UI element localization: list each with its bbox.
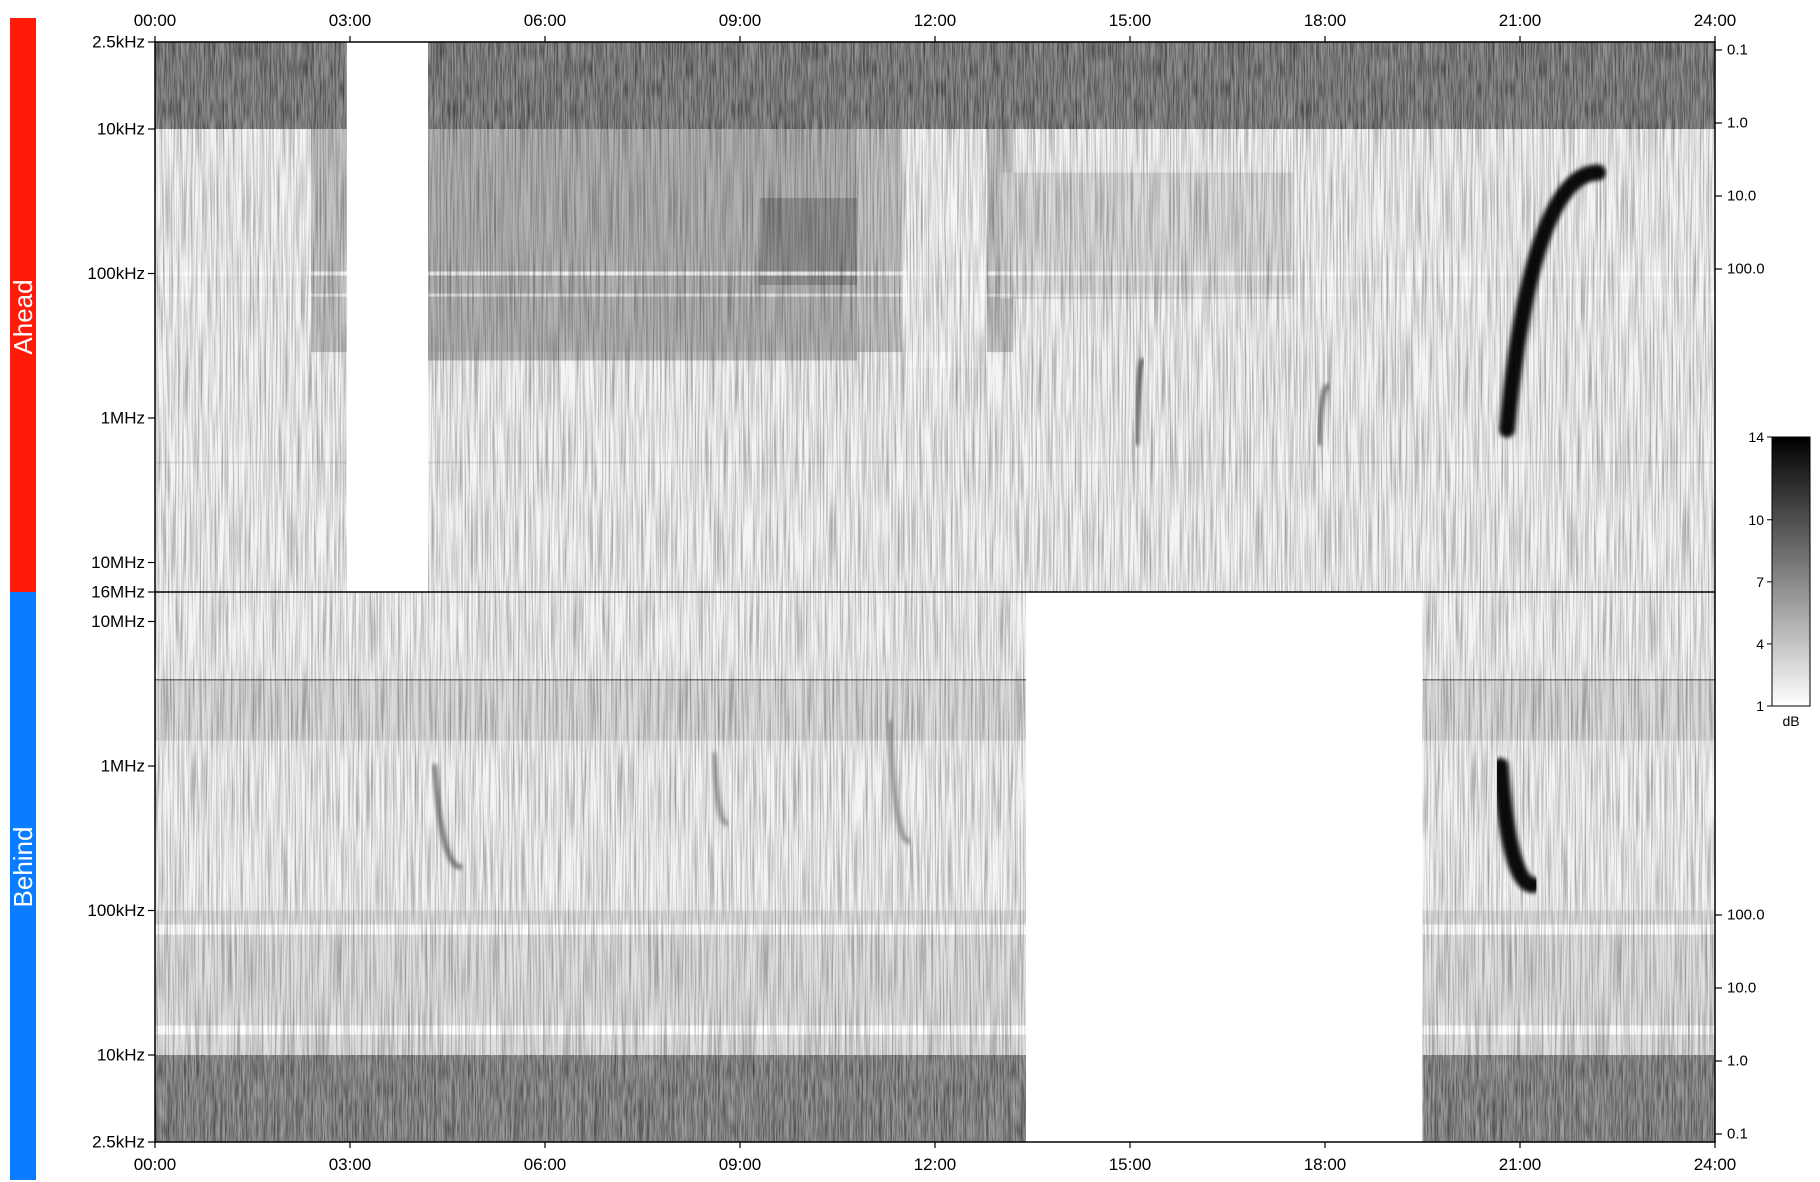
panel-label-behind: Behind [8, 827, 38, 908]
colorbar-unit: dB [1782, 713, 1799, 729]
time-tick-label-bottom: 06:00 [524, 1155, 567, 1174]
time-tick-label-top: 18:00 [1304, 11, 1347, 30]
axes: 00:00 00:00 03:00 03:00 06:00 06:00 09:00 09:00… [87, 11, 1764, 1174]
time-tick-label-top: 15:00 [1109, 11, 1152, 30]
burst-type-III-2 [711, 752, 730, 827]
burst-strong-type-III-0 [1499, 164, 1606, 438]
freq-tick-label: 10kHz [97, 1046, 145, 1065]
time-tick-label-bottom: 00:00 [134, 1155, 177, 1174]
time-tick-label-top: 24:00 [1694, 11, 1737, 30]
spectrogram-image [155, 42, 1715, 1142]
panel-behind [155, 592, 1715, 1142]
panel-side-labels: Ahead Behind [8, 18, 38, 1180]
colorbar: 14 10 7 4 1 dB [1748, 429, 1811, 729]
right-tick-label: 10.0 [1727, 188, 1756, 205]
time-tick-label-top: 06:00 [524, 11, 567, 30]
freq-tick-label: 1MHz [101, 756, 145, 775]
time-tick-label-bottom: 15:00 [1109, 1155, 1152, 1174]
time-tick-label-bottom: 09:00 [719, 1155, 762, 1174]
time-tick-label-top: 09:00 [719, 11, 762, 30]
right-tick-label: 1.0 [1727, 115, 1748, 132]
colorbar-tick-label: 7 [1756, 574, 1764, 590]
colorbar-tick-label: 4 [1756, 636, 1764, 652]
time-tick-label-bottom: 12:00 [914, 1155, 957, 1174]
panel-label-ahead: Ahead [8, 279, 38, 354]
burst-type-III-1 [432, 763, 463, 870]
colorbar-tick-label: 14 [1748, 429, 1764, 445]
freq-tick-label: 16MHz [91, 583, 145, 602]
time-tick-label-top: 00:00 [134, 11, 177, 30]
freq-tick-label: 100kHz [87, 901, 145, 920]
freq-tick-label: 100kHz [87, 264, 145, 283]
freq-tick-label: 2.5kHz [92, 1133, 145, 1152]
panel-ahead [155, 42, 1715, 592]
burst-strong-type-III-0 [1492, 757, 1541, 894]
burst-type-III-1 [1134, 357, 1146, 446]
time-tick-label-bottom: 03:00 [329, 1155, 372, 1174]
time-tick-label-bottom: 21:00 [1499, 1155, 1542, 1174]
right-tick-label: 10.0 [1727, 980, 1756, 997]
freq-tick-label: 10MHz [91, 612, 145, 631]
noise-texture [155, 592, 1715, 1142]
data-gap-0 [346, 42, 428, 592]
burst-type-III-3 [887, 719, 912, 845]
colorbar-tick-label: 10 [1748, 512, 1764, 528]
time-tick-label-top: 21:00 [1499, 11, 1542, 30]
colorbar-tick-label: 1 [1756, 698, 1764, 714]
right-tick-label: 100.0 [1727, 261, 1765, 278]
freq-tick-label: 1MHz [101, 409, 145, 428]
time-tick-label-bottom: 24:00 [1694, 1155, 1737, 1174]
freq-tick-label: 10kHz [97, 119, 145, 138]
right-tick-label: 0.1 [1727, 42, 1748, 59]
panel-color-bar-behind [10, 592, 36, 1180]
noise-texture-low [155, 1055, 1715, 1142]
time-tick-label-bottom: 18:00 [1304, 1155, 1347, 1174]
right-tick-label: 1.0 [1727, 1053, 1748, 1070]
colorbar-gradient [1771, 436, 1811, 707]
time-tick-label-top: 03:00 [329, 11, 372, 30]
right-tick-label: 100.0 [1727, 907, 1765, 924]
burst-type-III-2 [1316, 383, 1331, 446]
freq-tick-label: 2.5kHz [92, 33, 145, 52]
time-tick-label-top: 12:00 [914, 11, 957, 30]
freq-tick-label: 10MHz [91, 553, 145, 572]
panel-color-bar-ahead [10, 18, 36, 592]
data-gap-0 [1026, 592, 1423, 1142]
right-tick-label: 0.1 [1727, 1126, 1748, 1143]
